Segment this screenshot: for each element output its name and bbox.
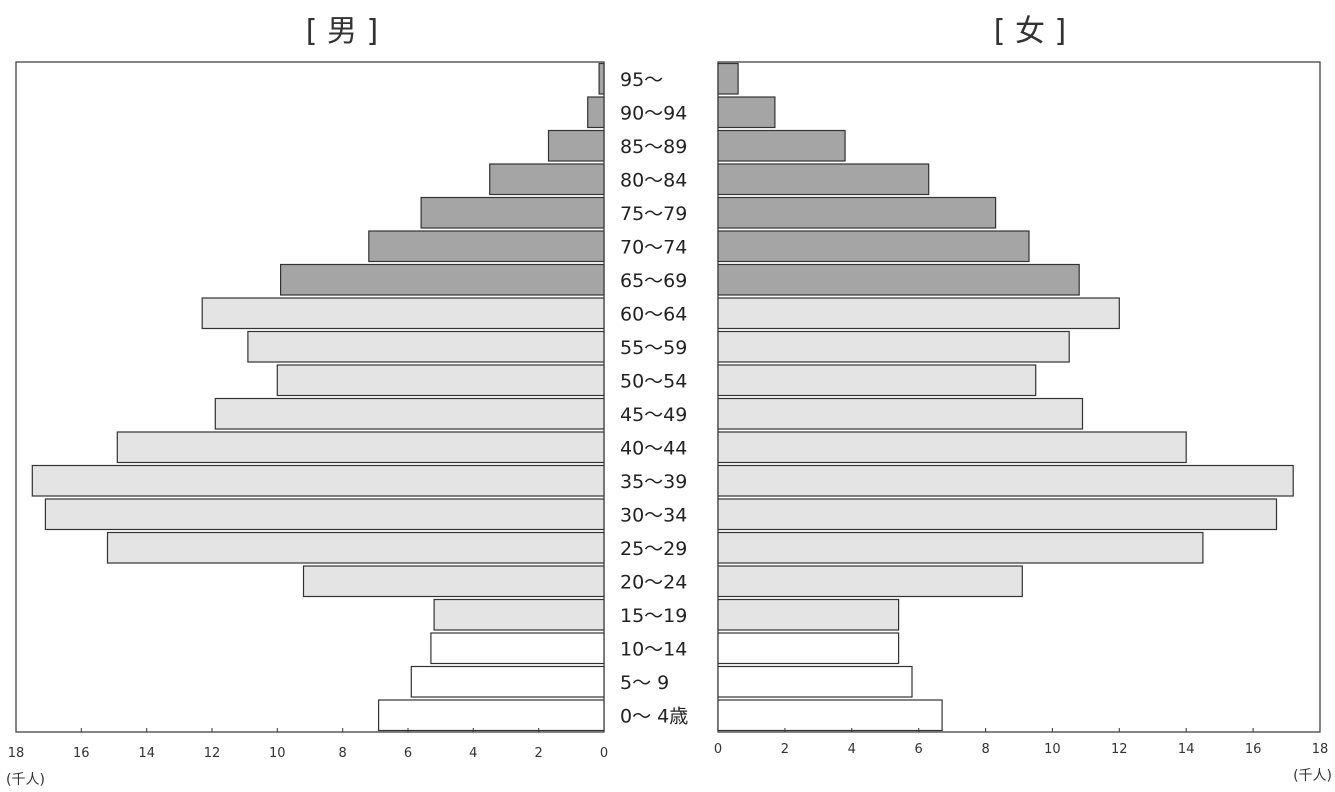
age-label-19: 95～ [620, 69, 663, 91]
age-label-7: 35～39 [620, 471, 687, 493]
male-bar-18 [587, 96, 605, 129]
male-bar-8 [116, 431, 605, 464]
male-bar-17 [547, 129, 605, 162]
male-tick-label-9: 18 [8, 746, 25, 761]
age-group-labels: 0～ 4歳 5～ 9 10～14 15～19 20～24 25～29 30～34 35～39 4… [620, 69, 688, 727]
female-plot-frame [717, 61, 1321, 733]
male-bar-6 [44, 498, 605, 531]
female-bars [717, 62, 1294, 732]
male-bar-11 [247, 330, 605, 363]
female-title: [ 女 ] [994, 14, 1066, 49]
male-bar-1 [410, 665, 605, 698]
female-bar-7 [717, 464, 1294, 497]
male-bar-13 [280, 263, 605, 296]
male-bar-16 [489, 163, 605, 196]
age-label-12: 60～64 [620, 303, 687, 325]
male-tick-label-7: 14 [138, 746, 155, 761]
female-tick-label-0: 0 [714, 742, 722, 757]
male-bar-19 [598, 62, 605, 95]
age-label-11: 55～59 [620, 337, 687, 359]
male-tick-label-8: 16 [73, 746, 90, 761]
female-bar-3 [717, 598, 900, 631]
age-label-8: 40～44 [620, 437, 687, 459]
female-bar-11 [717, 330, 1070, 363]
female-bar-1 [717, 665, 913, 698]
female-tick-label-3: 6 [915, 742, 923, 757]
female-bar-4 [717, 565, 1023, 598]
female-bar-5 [717, 531, 1204, 564]
age-label-1: 5～ 9 [620, 672, 669, 694]
male-axis-ticks: 0 2 4 6 8 10 12 14 16 18 [8, 728, 608, 761]
male-tick-label-5: 10 [269, 746, 286, 761]
age-label-5: 25～29 [620, 538, 687, 560]
male-bar-7 [31, 464, 605, 497]
female-axis-ticks: 0 2 4 6 8 10 12 14 16 18 [714, 728, 1328, 757]
age-label-3: 15～19 [620, 605, 687, 627]
male-tick-label-6: 12 [204, 746, 221, 761]
age-label-14: 70～74 [620, 236, 687, 258]
female-bar-0 [717, 699, 943, 732]
female-tick-label-1: 2 [781, 742, 789, 757]
male-tick-label-3: 6 [404, 746, 412, 761]
female-bar-19 [717, 62, 739, 95]
male-tick-label-1: 2 [535, 746, 543, 761]
female-bar-10 [717, 364, 1037, 397]
male-bar-15 [420, 196, 605, 229]
female-tick-label-7: 14 [1178, 742, 1195, 757]
age-label-15: 75～79 [620, 203, 687, 225]
female-bar-15 [717, 196, 997, 229]
age-label-17: 85～89 [620, 136, 687, 158]
age-label-4: 20～24 [620, 571, 687, 593]
male-tick-label-0: 0 [600, 746, 608, 761]
male-bar-0 [378, 699, 605, 732]
female-tick-label-8: 16 [1245, 742, 1262, 757]
female-bar-9 [717, 397, 1084, 430]
age-label-18: 90～94 [620, 102, 687, 124]
male-bar-10 [276, 364, 605, 397]
male-bar-12 [201, 297, 605, 330]
male-bars [31, 62, 605, 732]
age-label-9: 45～49 [620, 404, 687, 426]
female-tick-label-4: 8 [981, 742, 989, 757]
female-bar-2 [717, 632, 900, 665]
female-tick-label-6: 12 [1111, 742, 1128, 757]
male-bar-14 [368, 230, 605, 263]
female-bar-13 [717, 263, 1080, 296]
female-tick-label-5: 10 [1044, 742, 1061, 757]
age-label-10: 50～54 [620, 370, 687, 392]
female-bar-6 [717, 498, 1278, 531]
male-unit-label: (千人) [6, 772, 45, 788]
male-tick-label-2: 4 [469, 746, 477, 761]
age-label-6: 30～34 [620, 504, 687, 526]
female-bar-18 [717, 96, 776, 129]
age-label-13: 65～69 [620, 270, 687, 292]
female-bar-17 [717, 129, 846, 162]
male-bar-2 [430, 632, 605, 665]
age-label-16: 80～84 [620, 169, 687, 191]
age-label-0: 0～ 4歳 [620, 705, 688, 727]
female-bar-14 [717, 230, 1030, 263]
female-bar-12 [717, 297, 1120, 330]
male-plot-frame [15, 61, 605, 733]
female-tick-label-9: 18 [1312, 742, 1329, 757]
age-label-2: 10～14 [620, 638, 687, 660]
female-bar-8 [717, 431, 1187, 464]
male-bar-5 [106, 531, 605, 564]
female-bar-16 [717, 163, 930, 196]
female-tick-label-2: 4 [848, 742, 856, 757]
male-bar-9 [214, 397, 605, 430]
male-tick-label-4: 8 [339, 746, 347, 761]
male-bar-3 [433, 598, 605, 631]
male-title: [ 男 ] [306, 14, 378, 49]
male-bar-4 [302, 565, 605, 598]
female-unit-label: (千人) [1293, 768, 1332, 784]
